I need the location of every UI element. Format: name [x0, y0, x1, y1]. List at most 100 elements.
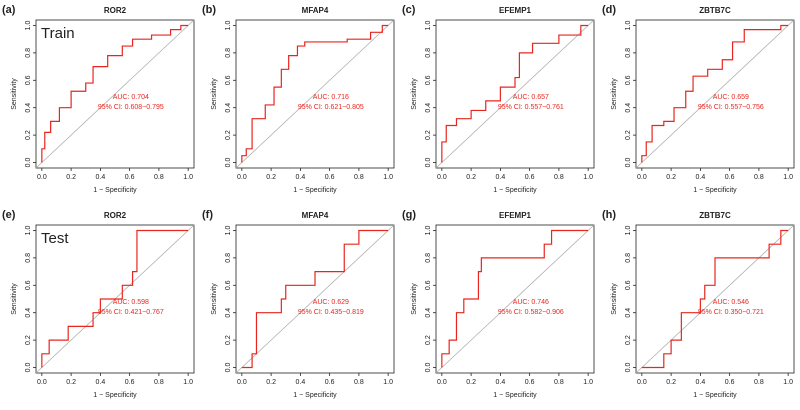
y-tick-label: 0.0: [625, 363, 632, 373]
y-axis-label: Sensitivity: [611, 283, 618, 315]
reference-diagonal: [435, 224, 595, 374]
y-tick-label: 0.2: [225, 130, 232, 140]
y-tick-label: 0.8: [625, 48, 632, 58]
reference-diagonal: [35, 19, 195, 169]
panel-label: (f): [202, 209, 213, 221]
y-tick-label: 1.0: [625, 21, 632, 31]
y-tick-label: 0.8: [425, 48, 432, 58]
y-axis-label: Sensitivity: [211, 283, 218, 315]
plot-frame: [35, 224, 195, 374]
plot-frame: [635, 19, 795, 169]
y-tick-label: 0.4: [225, 308, 232, 318]
set-label: Train: [41, 25, 75, 42]
x-tick-label: 0.6: [125, 174, 135, 181]
panel-label: (h): [602, 209, 616, 221]
y-tick-label: 0.8: [225, 48, 232, 58]
plot-frame: [635, 224, 795, 374]
y-tick-label: 0.2: [25, 335, 32, 345]
y-tick-label: 0.6: [625, 280, 632, 290]
auc-annotation: AUC: 0.598: [113, 299, 149, 306]
y-tick-label: 0.8: [25, 253, 32, 263]
x-tick-label: 0.6: [125, 379, 135, 386]
x-tick-label: 0.4: [96, 174, 106, 181]
y-tick-label: 1.0: [625, 226, 632, 236]
ci-annotation: 95% CI: 0.557−0.761: [498, 104, 564, 111]
panel-label: (a): [2, 4, 16, 16]
panel-label: (c): [402, 4, 416, 16]
reference-diagonal: [435, 19, 595, 169]
x-axis-label: 1 − Specificity: [293, 392, 337, 399]
roc-curve: [41, 229, 189, 368]
x-tick-label: 0.0: [637, 174, 647, 181]
x-tick-label: 1.0: [783, 174, 793, 181]
x-tick-label: 0.0: [237, 379, 247, 386]
x-tick-label: 0.6: [725, 379, 735, 386]
y-axis-label: Sensitivity: [611, 78, 618, 110]
x-tick-label: 1.0: [183, 379, 193, 386]
y-tick-label: 0.2: [425, 130, 432, 140]
y-tick-label: 0.0: [225, 158, 232, 168]
y-tick-label: 1.0: [25, 21, 32, 31]
x-tick-label: 0.8: [154, 379, 164, 386]
y-tick-label: 0.8: [225, 253, 232, 263]
y-tick-label: 0.8: [625, 253, 632, 263]
x-axis-label: 1 − Specificity: [693, 187, 737, 194]
x-tick-label: 0.8: [754, 379, 764, 386]
y-tick-label: 1.0: [25, 226, 32, 236]
x-tick-label: 0.8: [554, 174, 564, 181]
x-tick-label: 0.2: [66, 174, 76, 181]
panel-title: ZBTB7C: [699, 6, 731, 15]
auc-annotation: AUC: 0.657: [513, 94, 549, 101]
x-axis-label: 1 − Specificity: [493, 187, 537, 194]
x-tick-label: 0.2: [266, 174, 276, 181]
auc-annotation: AUC: 0.716: [313, 94, 349, 101]
y-axis-label: Sensitivity: [11, 283, 18, 315]
plot-frame: [235, 224, 395, 374]
y-tick-label: 0.4: [625, 103, 632, 113]
y-tick-label: 0.0: [425, 363, 432, 373]
plot-frame: [435, 224, 595, 374]
y-tick-label: 0.2: [225, 335, 232, 345]
x-tick-label: 0.2: [66, 379, 76, 386]
panel-title: ROR2: [104, 211, 127, 220]
y-tick-label: 0.0: [25, 158, 32, 168]
x-axis-label: 1 − Specificity: [493, 392, 537, 399]
y-tick-label: 0.4: [225, 103, 232, 113]
x-tick-label: 0.4: [696, 174, 706, 181]
reference-diagonal: [235, 19, 395, 169]
x-tick-label: 0.2: [466, 174, 476, 181]
y-tick-label: 0.0: [625, 158, 632, 168]
y-tick-label: 0.2: [25, 130, 32, 140]
y-tick-label: 0.2: [625, 130, 632, 140]
x-tick-label: 0.8: [354, 174, 364, 181]
x-tick-label: 0.0: [437, 174, 447, 181]
y-tick-label: 1.0: [225, 226, 232, 236]
roc-curve: [441, 24, 589, 163]
reference-diagonal: [635, 19, 795, 169]
roc-curve: [441, 229, 589, 368]
y-axis-label: Sensitivity: [11, 78, 18, 110]
y-tick-label: 0.4: [25, 103, 32, 113]
y-axis-label: Sensitivity: [411, 283, 418, 315]
x-tick-label: 0.4: [296, 379, 306, 386]
x-tick-label: 0.0: [237, 174, 247, 181]
y-tick-label: 1.0: [425, 226, 432, 236]
y-tick-label: 0.0: [25, 363, 32, 373]
ci-annotation: 95% CI: 0.557−0.756: [698, 104, 764, 111]
y-tick-label: 0.6: [225, 280, 232, 290]
x-tick-label: 1.0: [583, 174, 593, 181]
y-tick-label: 1.0: [425, 21, 432, 31]
ci-annotation: 95% CI: 0.435−0.819: [298, 309, 364, 316]
x-tick-label: 0.4: [296, 174, 306, 181]
x-tick-label: 1.0: [383, 174, 393, 181]
x-tick-label: 0.8: [754, 174, 764, 181]
y-tick-label: 0.4: [625, 308, 632, 318]
roc-curve: [641, 24, 789, 163]
panel-title: EFEMP1: [499, 211, 532, 220]
auc-annotation: AUC: 0.629: [313, 299, 349, 306]
roc-curve: [41, 24, 189, 163]
y-tick-label: 0.6: [25, 75, 32, 85]
y-tick-label: 0.6: [625, 75, 632, 85]
x-tick-label: 0.8: [154, 174, 164, 181]
